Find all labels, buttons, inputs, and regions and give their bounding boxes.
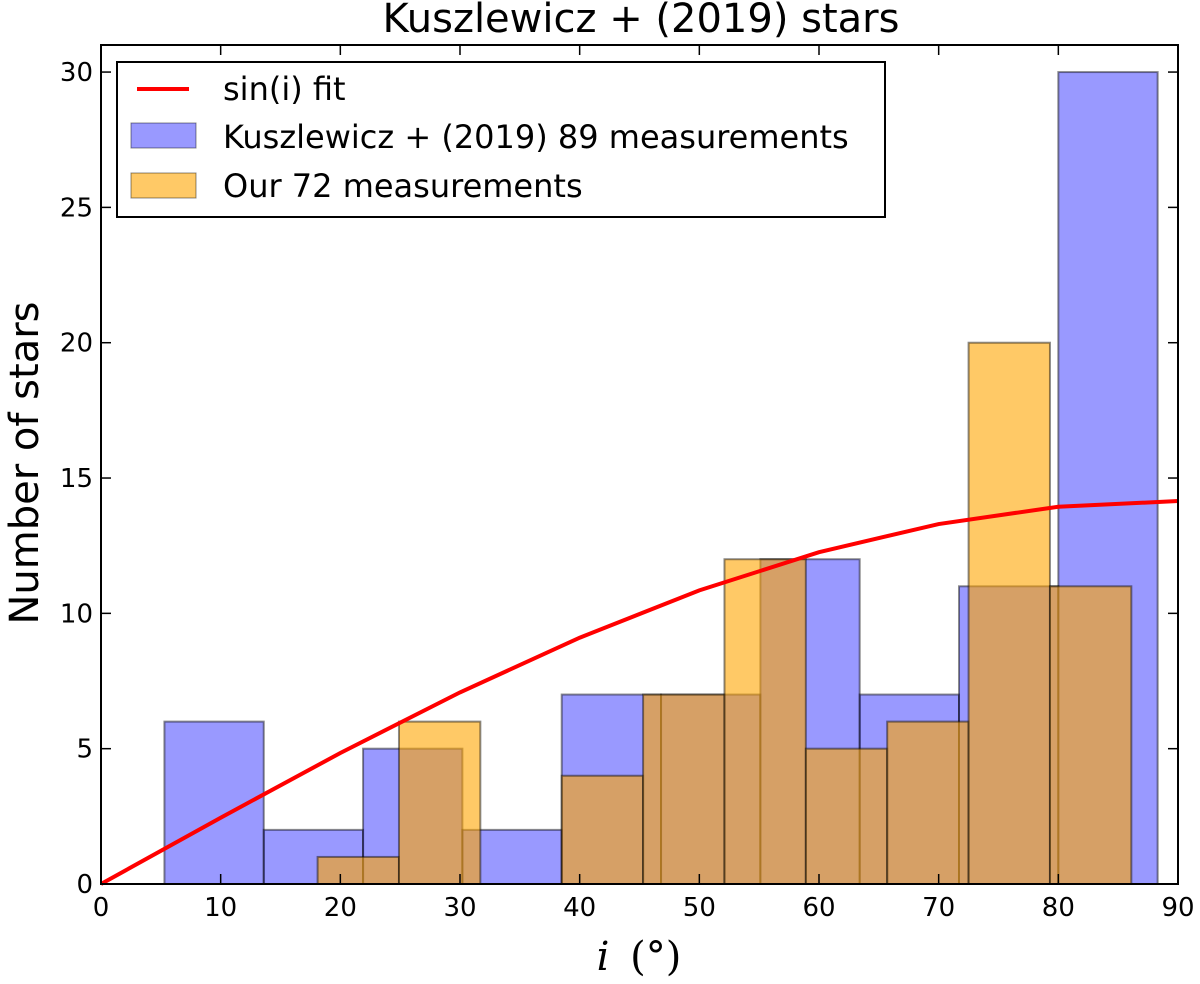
legend-swatch-kuszlewicz — [130, 122, 197, 149]
axes-frame — [100, 44, 1179, 885]
legend-label-ours: Our 72 measurements — [223, 167, 583, 205]
y-tick-label: 30 — [60, 58, 93, 88]
x-tick-label: 40 — [563, 893, 596, 923]
histogram-bar — [642, 693, 726, 886]
histogram-bar — [723, 558, 807, 886]
histogram-series-1 — [316, 341, 1133, 886]
x-tick-label: 60 — [802, 893, 835, 923]
y-axis-label: Number of stars — [2, 302, 48, 625]
x-axis-label: i (°) — [597, 934, 682, 980]
x-tick-label: 10 — [204, 893, 237, 923]
x-tick-label: 90 — [1161, 893, 1194, 923]
x-tick-label: 20 — [324, 893, 357, 923]
x-axis-variable: i — [597, 934, 610, 980]
legend: sin(i) fit Kuszlewicz + (2019) 89 measure… — [116, 61, 886, 218]
legend-label-kuszlewicz: Kuszlewicz + (2019) 89 measurements — [223, 118, 849, 156]
legend-box — [116, 61, 886, 218]
histogram-bar — [397, 720, 482, 886]
x-tick-label: 0 — [93, 893, 110, 923]
histogram-bar — [1048, 585, 1133, 886]
y-tick-label: 20 — [60, 329, 93, 359]
legend-label-fit: sin(i) fit — [223, 70, 346, 108]
histogram-bar — [804, 747, 889, 886]
fit-line — [100, 499, 1179, 886]
histogram-bar — [560, 774, 645, 886]
y-tick-label: 25 — [60, 193, 93, 223]
axes: 0 10 20 30 40 50 60 70 80 90 0 5 10 15 20 25 30 — [60, 44, 1195, 923]
x-tick-label: 50 — [683, 893, 716, 923]
x-tick-label: 80 — [1042, 893, 1075, 923]
legend-swatch-ours — [130, 172, 197, 199]
x-axis-unit: (°) — [630, 934, 681, 980]
plot-area — [100, 71, 1179, 886]
y-tick-label: 15 — [60, 464, 93, 494]
histogram-bar — [967, 341, 1051, 886]
histogram-bar — [886, 720, 970, 886]
x-tick-label: 30 — [443, 893, 476, 923]
chart-title: Kuszlewicz + (2019) stars — [383, 0, 900, 42]
y-tick-label: 5 — [76, 735, 93, 765]
x-tick-label: 70 — [922, 893, 955, 923]
histogram-bar — [316, 855, 400, 886]
y-tick-label: 0 — [76, 870, 93, 900]
y-tick-label: 10 — [60, 599, 93, 629]
